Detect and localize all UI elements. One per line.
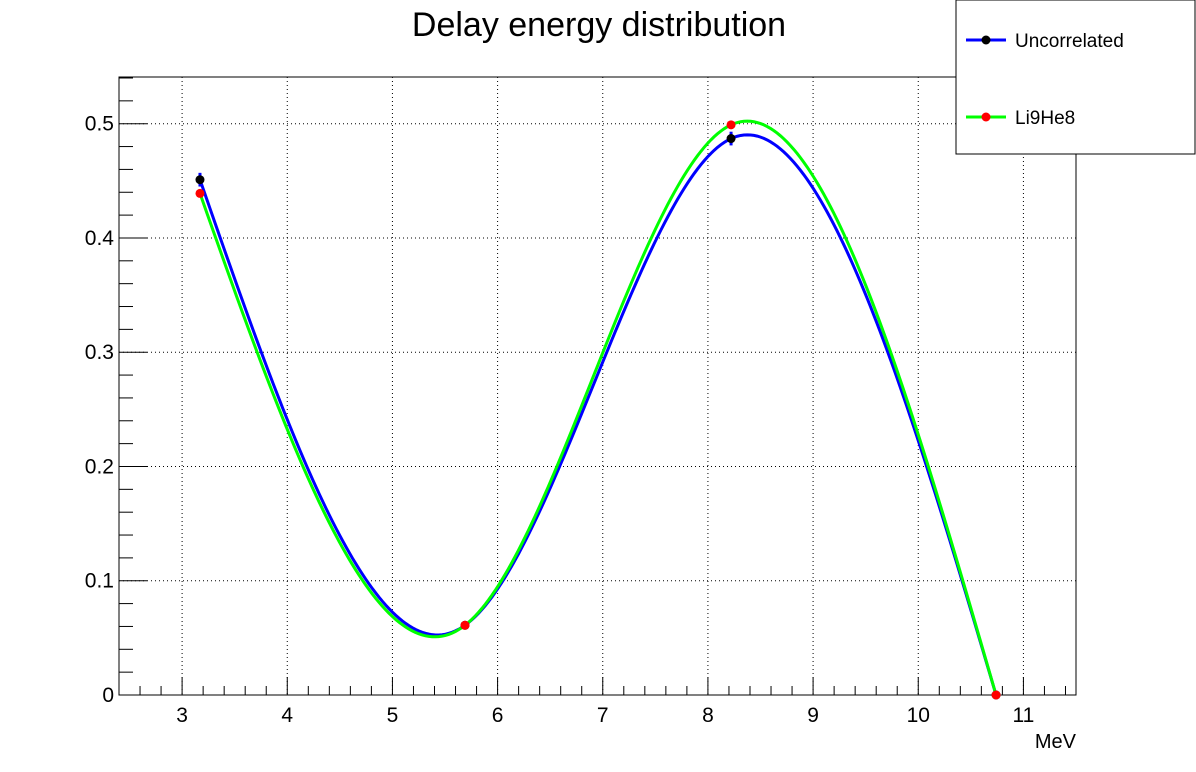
x-tick-label: 8 [702, 704, 714, 727]
data-point-0 [195, 175, 205, 185]
data-point-1 [195, 188, 205, 198]
series-line-0 [198, 133, 998, 696]
y-tick-label: 0 [102, 684, 114, 707]
legend-label-0: Uncorrelated [1015, 31, 1124, 52]
data-point-1 [991, 690, 1001, 700]
plot-frame [118, 76, 1077, 696]
x-tick-label: 11 [1013, 704, 1035, 727]
x-tick-label: 3 [176, 704, 188, 727]
x-tick-label: 6 [492, 704, 504, 727]
chart-title: Delay energy distribution [412, 6, 786, 44]
grid [119, 77, 1076, 695]
x-tick-label: 7 [597, 704, 609, 727]
legend-marker-0 [981, 35, 991, 45]
y-tick-label: 0.3 [85, 341, 114, 364]
series-line-1 [198, 119, 998, 696]
series-curves [198, 119, 998, 696]
legend-marker-1 [981, 112, 991, 122]
legend: Uncorrelated Li9He8 [955, 0, 1196, 155]
data-point-1 [726, 120, 736, 130]
y-tick-label: 0.4 [85, 227, 115, 250]
series-markers [195, 120, 1001, 700]
axes: 3 4 5 6 7 8 9 10 11 0 0.1 0.2 0.3 0.4 0.5 [85, 77, 1066, 727]
x-tick-label: 5 [387, 704, 399, 727]
x-tick-label: 4 [281, 704, 293, 727]
data-point-0 [726, 134, 736, 144]
x-axis-label: MeV [1035, 731, 1077, 753]
legend-box [955, 0, 1196, 155]
legend-label-1: Li9He8 [1015, 108, 1075, 129]
x-tick-label: 10 [907, 704, 930, 727]
y-tick-label: 0.2 [85, 455, 114, 478]
y-tick-label: 0.5 [85, 113, 114, 136]
data-point-1 [460, 620, 470, 630]
x-tick-label: 9 [807, 704, 819, 727]
y-tick-label: 0.1 [85, 570, 114, 593]
